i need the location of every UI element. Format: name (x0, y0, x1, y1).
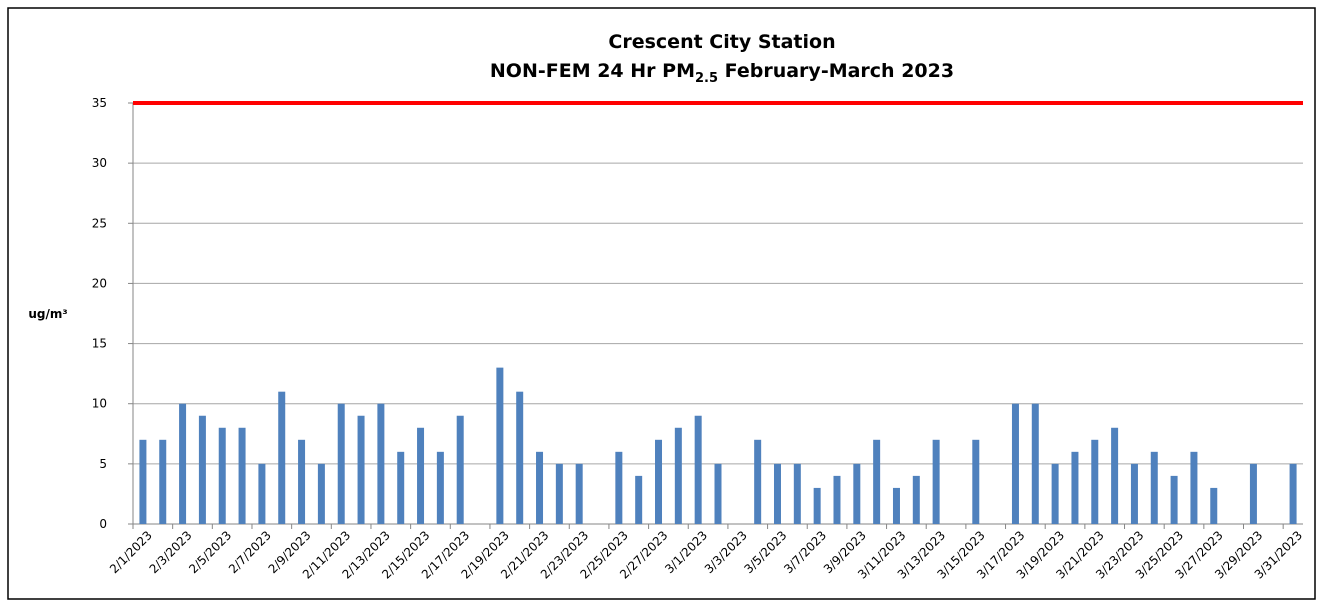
bar (317, 463, 325, 524)
bar (278, 391, 286, 524)
subtitle-subscript: 2.5 (695, 71, 718, 86)
bar (833, 475, 841, 524)
bar (1071, 451, 1079, 524)
bar (218, 427, 226, 524)
subtitle-text: NON-FEM 24 Hr PM (490, 60, 695, 82)
bar (179, 403, 187, 524)
bar (1249, 463, 1257, 524)
bar (198, 415, 206, 524)
bar (674, 427, 682, 524)
bar (1051, 463, 1059, 524)
bar (357, 415, 365, 524)
bar (853, 463, 861, 524)
bar (932, 439, 940, 524)
bar (635, 475, 643, 524)
bar (1150, 451, 1158, 524)
y-axis-label: ug/m³ (28, 307, 67, 321)
y-tick-label: 15 (92, 337, 107, 351)
bar (575, 463, 583, 524)
bar (436, 451, 444, 524)
bar (754, 439, 762, 524)
bar (1091, 439, 1099, 524)
bar (1170, 475, 1178, 524)
bar (773, 463, 781, 524)
bar (536, 451, 544, 524)
bar (377, 403, 385, 524)
y-tick-label: 0 (99, 517, 107, 531)
bar (238, 427, 246, 524)
bar (892, 487, 900, 524)
bar (1289, 463, 1297, 524)
bar (873, 439, 881, 524)
subtitle-text: February-March 2023 (718, 60, 954, 82)
bar (298, 439, 306, 524)
bar (972, 439, 980, 524)
bar (337, 403, 345, 524)
y-tick-label: 20 (92, 276, 107, 290)
bar (793, 463, 801, 524)
bar (456, 415, 464, 524)
bar (258, 463, 266, 524)
bar (714, 463, 722, 524)
bar (516, 391, 524, 524)
bar (555, 463, 563, 524)
bar (1111, 427, 1119, 524)
y-tick-label: 5 (99, 457, 107, 471)
chart-title: Crescent City Station (608, 31, 835, 53)
bar (813, 487, 821, 524)
y-tick-label: 30 (92, 156, 107, 170)
bar (1011, 403, 1019, 524)
bar (417, 427, 425, 524)
bar (139, 439, 147, 524)
bar (159, 439, 167, 524)
chart-subtitle: NON-FEM 24 Hr PM2.5 February-March 2023 (490, 60, 954, 86)
bar (1130, 463, 1138, 524)
y-tick-label: 25 (92, 216, 107, 230)
y-tick-label: 10 (92, 397, 107, 411)
bar (1210, 487, 1218, 524)
bar (694, 415, 702, 524)
bar (397, 451, 405, 524)
bar (615, 451, 623, 524)
y-tick-label: 35 (92, 96, 107, 110)
bar (1031, 403, 1039, 524)
bar (1190, 451, 1198, 524)
bar (912, 475, 920, 524)
bar (496, 367, 504, 524)
bar (655, 439, 663, 524)
